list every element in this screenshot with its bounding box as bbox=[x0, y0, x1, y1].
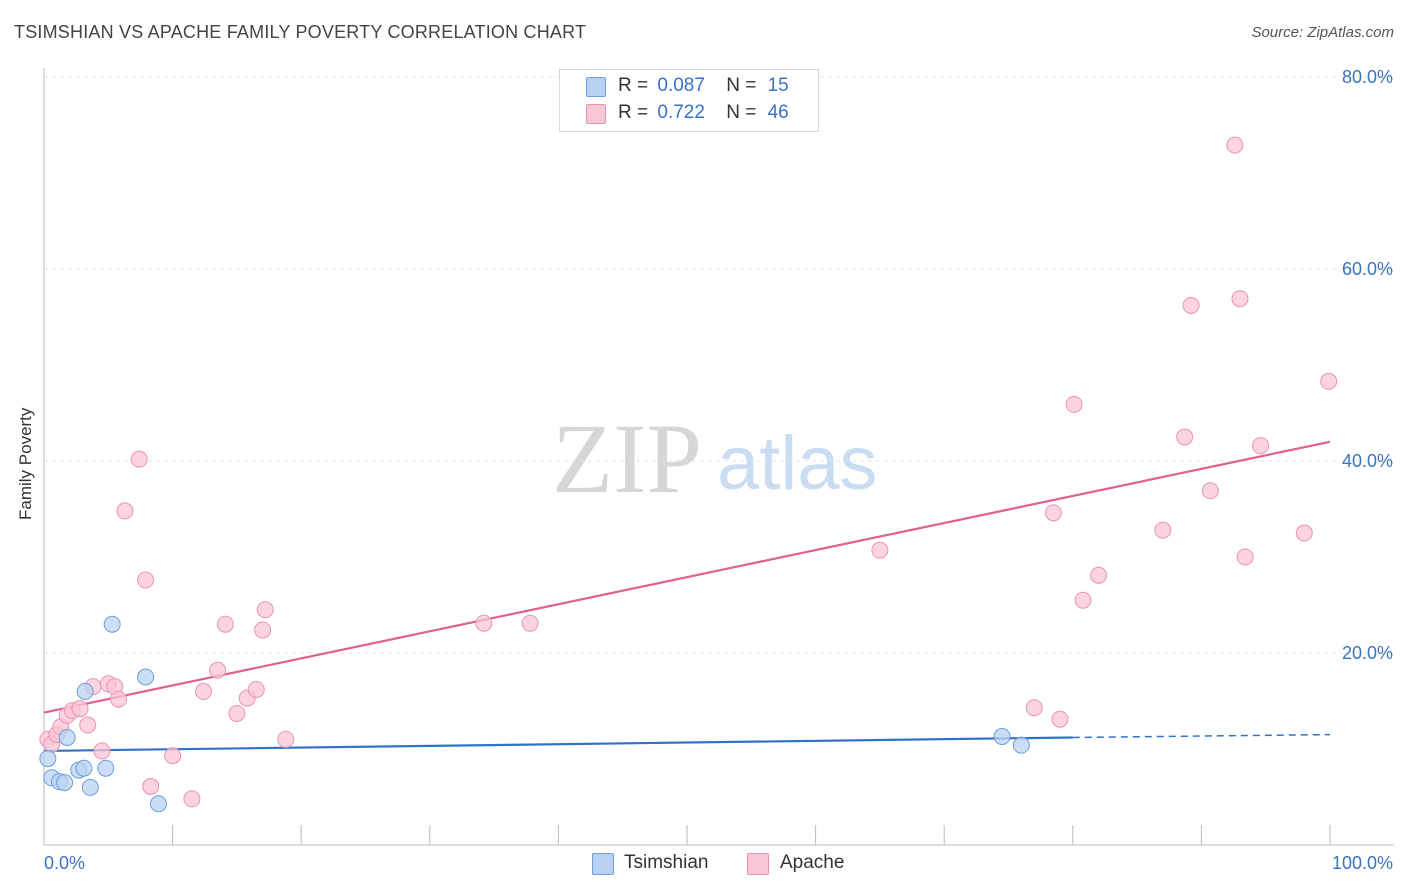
apache-point bbox=[216, 615, 234, 633]
apache-point bbox=[1295, 524, 1313, 542]
apache-point bbox=[1252, 437, 1270, 455]
apache-point bbox=[79, 716, 97, 734]
apache-point bbox=[137, 571, 155, 589]
apache-point bbox=[183, 790, 201, 808]
apache-point bbox=[1320, 372, 1338, 390]
tsimshian-point bbox=[1012, 736, 1030, 754]
y-axis-label: Family Poverty bbox=[16, 407, 35, 520]
apache-point bbox=[228, 704, 246, 722]
apache-point bbox=[130, 450, 148, 468]
apache-point bbox=[277, 730, 295, 748]
tick-labels: 20.0% 40.0% 60.0% 80.0% 0.0% 100.0% bbox=[44, 67, 1393, 873]
legend-apache-swatch bbox=[747, 853, 769, 875]
trend-line-tsimshian bbox=[43, 736, 1073, 753]
apache-point bbox=[1231, 290, 1249, 308]
tsimshian-point bbox=[97, 759, 115, 777]
legend-n-value-tsimshian: 15 bbox=[767, 75, 789, 96]
tsimshian-swatch bbox=[586, 77, 606, 97]
tsimshian-point bbox=[149, 795, 167, 813]
apache-point bbox=[1182, 296, 1200, 314]
apache-point bbox=[247, 680, 265, 698]
legend-r-label: R = bbox=[618, 75, 649, 96]
watermark-zip: ZIP bbox=[552, 403, 702, 514]
apache-point bbox=[1236, 548, 1254, 566]
trend-line-tsimshian-extension bbox=[1072, 733, 1331, 739]
axes bbox=[43, 68, 1394, 846]
apache-point bbox=[1226, 136, 1244, 154]
tsimshian-point bbox=[103, 615, 121, 633]
apache-point bbox=[254, 621, 272, 639]
legend-tsimshian-label: Tsimshian bbox=[624, 852, 709, 873]
y-tick-label: 80.0% bbox=[1342, 67, 1393, 87]
apache-point bbox=[521, 614, 539, 632]
apache-point bbox=[1090, 566, 1108, 584]
apache-point bbox=[1074, 591, 1092, 609]
legend-r-value-tsimshian: 0.087 bbox=[657, 75, 705, 96]
tsimshian-point bbox=[56, 774, 74, 792]
gridlines bbox=[44, 76, 1394, 654]
tsimshian-point bbox=[39, 750, 57, 768]
legend-tsimshian-swatch bbox=[592, 853, 614, 875]
tsimshian-point bbox=[76, 682, 94, 700]
apache-point bbox=[194, 682, 212, 700]
x-tick-label: 100.0% bbox=[1332, 853, 1393, 873]
apache-point bbox=[1065, 395, 1083, 413]
apache-swatch bbox=[586, 104, 606, 124]
y-tick-label: 60.0% bbox=[1342, 259, 1393, 279]
trend-line-apache bbox=[43, 440, 1331, 714]
legend-r-label: R = bbox=[618, 102, 649, 123]
apache-point bbox=[256, 601, 274, 619]
tsimshian-point bbox=[993, 728, 1011, 746]
x-tick-label: 0.0% bbox=[44, 853, 85, 873]
legend-n-value-apache: 46 bbox=[767, 102, 789, 123]
zipatlas-watermark: ZIP atlas bbox=[552, 403, 878, 514]
correlation-legend: R = 0.087 N = 15 R = 0.722 N = 46 bbox=[559, 69, 819, 132]
apache-point bbox=[116, 502, 134, 520]
apache-point bbox=[1201, 482, 1219, 500]
apache-point bbox=[1154, 521, 1172, 539]
apache-point bbox=[209, 661, 227, 679]
trend-lines bbox=[43, 440, 1331, 753]
tsimshian-point bbox=[58, 728, 76, 746]
y-tick-label: 20.0% bbox=[1342, 643, 1393, 663]
apache-point bbox=[71, 700, 89, 718]
tsimshian-point bbox=[75, 759, 93, 777]
tsimshian-point bbox=[81, 778, 99, 796]
apache-point bbox=[871, 541, 889, 559]
source-label: Source: ZipAtlas.com bbox=[1251, 24, 1394, 41]
apache-point bbox=[1176, 428, 1194, 446]
y-tick-label: 40.0% bbox=[1342, 451, 1393, 471]
apache-point bbox=[93, 742, 111, 760]
tsimshian-point bbox=[137, 668, 155, 686]
data-points bbox=[39, 136, 1338, 813]
apache-point bbox=[142, 777, 160, 795]
apache-point bbox=[1051, 710, 1069, 728]
legend-r-value-apache: 0.722 bbox=[657, 102, 705, 123]
apache-point bbox=[164, 747, 182, 765]
apache-point bbox=[1025, 699, 1043, 717]
legend-n-label: N = bbox=[726, 102, 757, 123]
chart-title: TSIMSHIAN VS APACHE FAMILY POVERTY CORRE… bbox=[14, 22, 587, 42]
apache-point bbox=[475, 614, 493, 632]
apache-point bbox=[110, 690, 128, 708]
legend-apache-label: Apache bbox=[780, 852, 845, 873]
watermark-atlas: atlas bbox=[717, 421, 878, 506]
legend-n-label: N = bbox=[726, 75, 757, 96]
apache-point bbox=[1045, 504, 1063, 522]
